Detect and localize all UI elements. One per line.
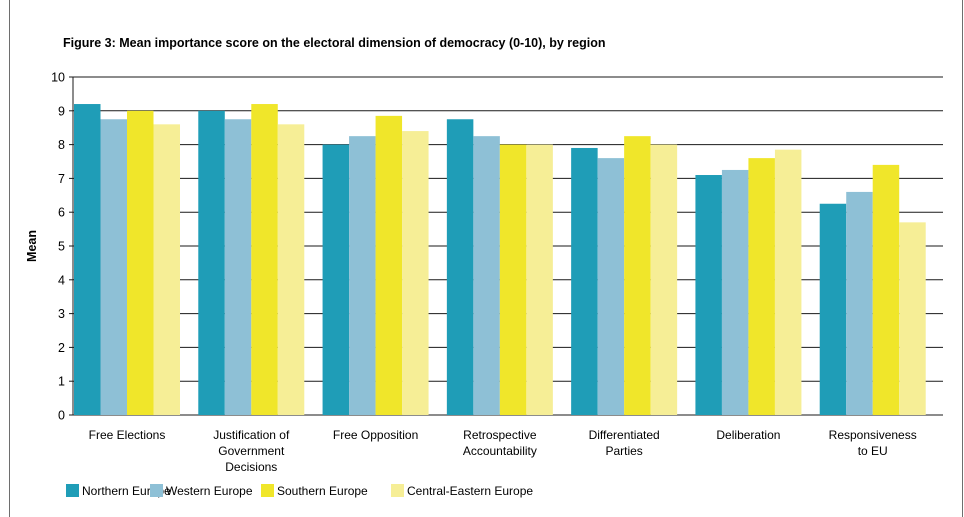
- bar: [251, 104, 278, 415]
- bar: [526, 144, 553, 415]
- bar: [349, 136, 376, 415]
- bar: [100, 119, 127, 415]
- bar: [819, 203, 847, 415]
- y-tick-label: 9: [58, 104, 65, 118]
- x-axis-categories: Free Elections Justification of Government…: [89, 428, 917, 474]
- y-tick-label: 4: [58, 273, 65, 287]
- legend-label: Northern Europe: [82, 484, 171, 498]
- bar: [650, 144, 678, 415]
- bar: [127, 110, 154, 416]
- bar: [597, 158, 625, 415]
- x-category-label: Free Opposition: [333, 428, 418, 442]
- legend-swatch: [261, 484, 274, 497]
- bar: [198, 110, 225, 416]
- legend-swatch: [150, 484, 163, 497]
- chart-title: Figure 3: Mean importance score on the e…: [63, 36, 606, 50]
- y-axis-ticks: 0 1 2 3 4 5 6 7 8 9 10: [51, 71, 65, 423]
- legend-swatch: [391, 484, 404, 497]
- bar: [74, 104, 101, 415]
- bar: [473, 136, 500, 415]
- y-tick-label: 3: [58, 307, 65, 321]
- chart-frame: [9, 0, 963, 517]
- x-category-label: Government: [218, 444, 285, 458]
- y-tick-label: 6: [58, 206, 65, 220]
- legend-label: Western Europe: [166, 484, 253, 498]
- bar: [571, 147, 598, 416]
- bar: [322, 144, 350, 415]
- x-category-label: Responsiveness: [829, 428, 917, 442]
- y-tick-label: 0: [58, 409, 65, 423]
- x-category-label: Justification of: [213, 428, 290, 442]
- bar: [375, 115, 403, 416]
- y-tick-label: 2: [58, 341, 65, 355]
- y-tick-label: 10: [51, 71, 65, 85]
- bar: [153, 124, 180, 415]
- bars: [74, 104, 926, 416]
- bar: [774, 149, 802, 416]
- x-category-label: Parties: [605, 444, 642, 458]
- x-category-label: Accountability: [463, 444, 537, 458]
- y-axis-label: Mean: [25, 230, 39, 262]
- x-category-label: Deliberation: [716, 428, 780, 442]
- bar: [872, 164, 900, 415]
- bar: [277, 124, 305, 415]
- bar: [721, 169, 749, 415]
- bar: [224, 119, 252, 415]
- bar: [695, 175, 722, 415]
- x-category-label: Decisions: [225, 460, 277, 474]
- legend-swatch: [66, 484, 79, 497]
- legend-label: Central-Eastern Europe: [407, 484, 533, 498]
- bar: [499, 144, 527, 415]
- y-tick-label: 5: [58, 240, 65, 254]
- bar: [446, 119, 474, 415]
- y-tick-label: 1: [58, 375, 65, 389]
- x-category-label: Retrospective: [463, 428, 537, 442]
- bar: [402, 131, 429, 415]
- y-tick-label: 8: [58, 138, 65, 152]
- bar: [846, 191, 873, 415]
- x-category-label: Free Elections: [89, 428, 166, 442]
- x-category-label: Differentiated: [589, 428, 660, 442]
- y-tick-label: 7: [58, 172, 65, 186]
- legend-label: Southern Europe: [277, 484, 368, 498]
- bar: [748, 158, 775, 415]
- bar: [899, 222, 926, 415]
- x-category-label: to EU: [858, 444, 888, 458]
- bar: [624, 136, 651, 415]
